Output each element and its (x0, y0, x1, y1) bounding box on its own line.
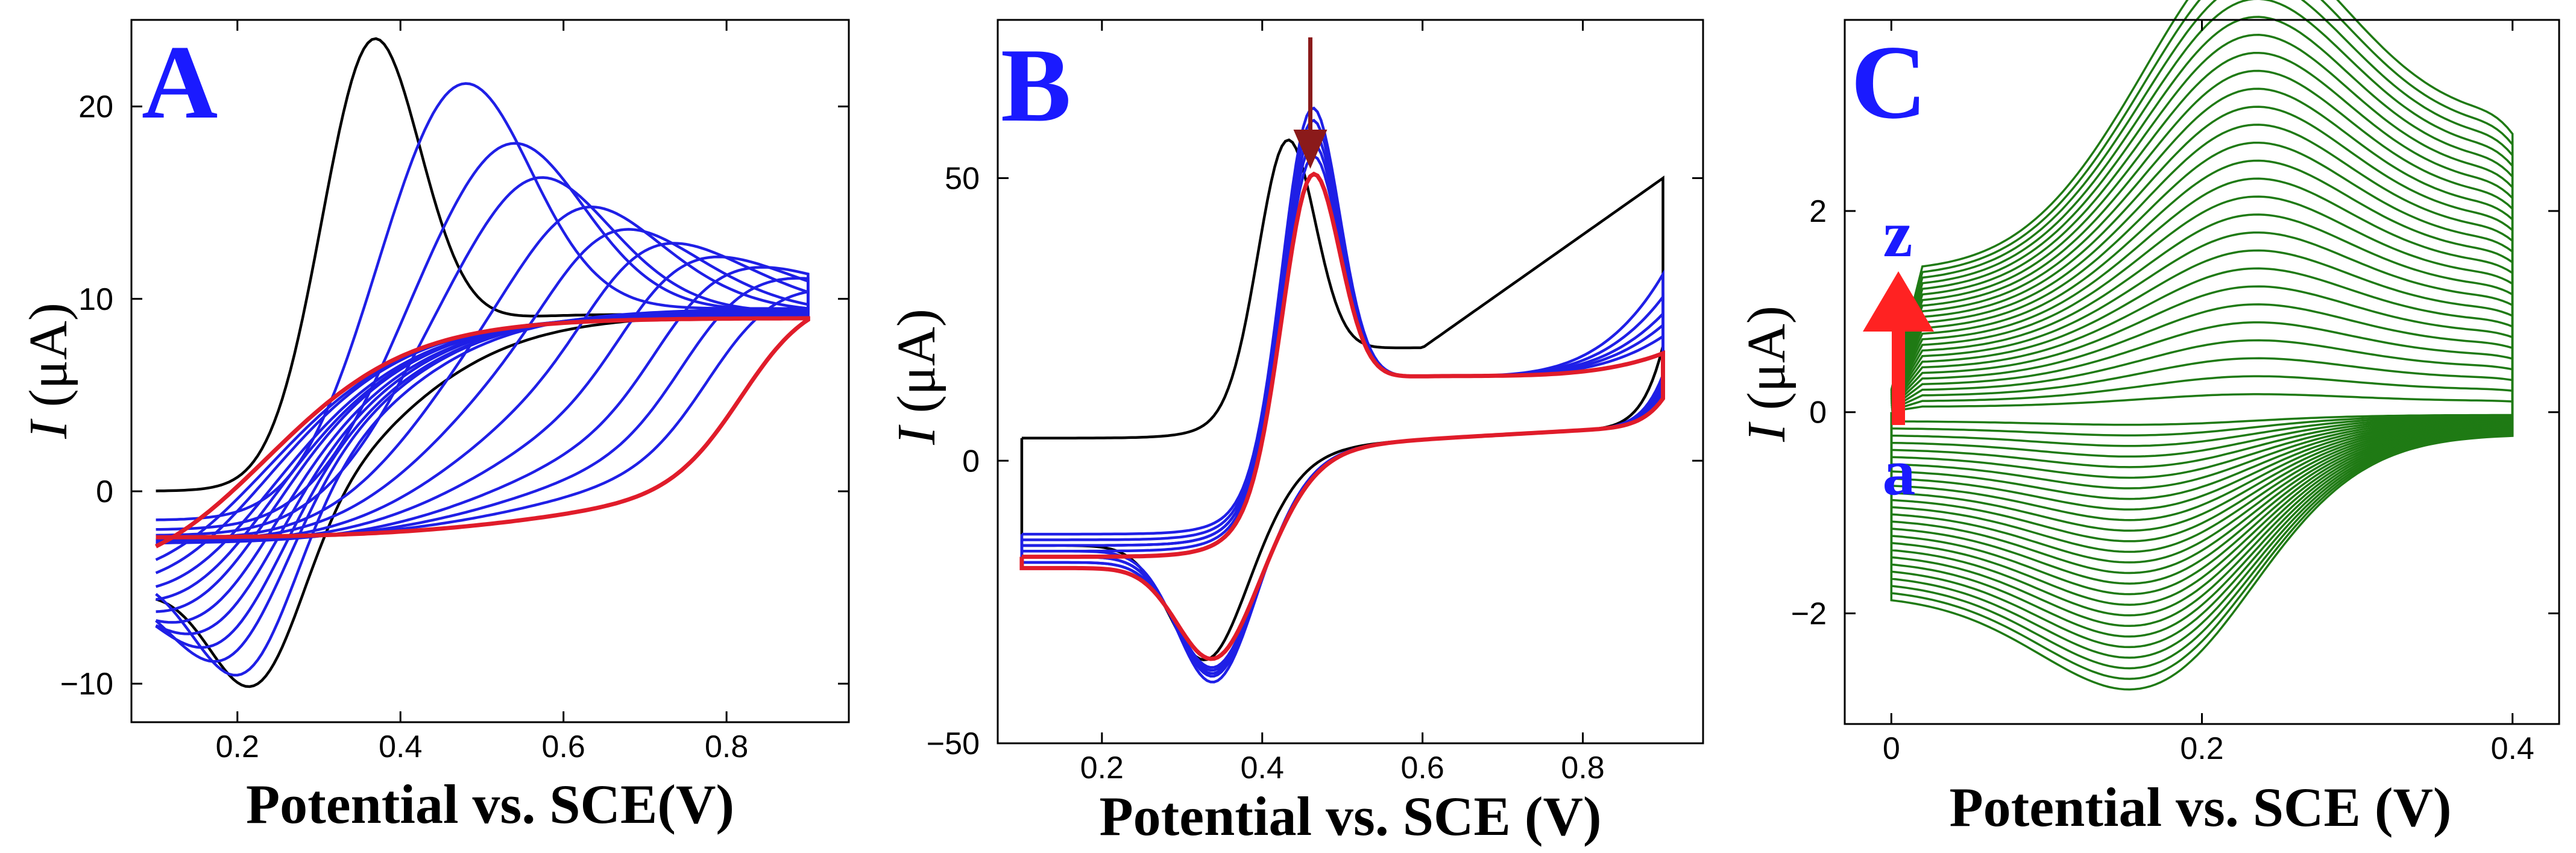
panel-b-ticks: 0.2 0.4 0.6 0.8 −50 0 50 (927, 20, 1703, 785)
panel-b-trend-arrow (1293, 37, 1327, 169)
panel-a-xlabel: Potential vs. SCE(V) (246, 773, 734, 835)
panel-c-scan-curve (1890, 51, 2514, 628)
panel-b: 0.2 0.4 0.6 0.8 −50 0 50 B I (μA) Potential vs… (887, 19, 1704, 847)
panel-b-xtick-label: 0.6 (1401, 751, 1444, 785)
panel-a-xtick-label: 0.4 (379, 729, 422, 764)
panel-a-axis-frame (130, 19, 850, 723)
panel-a-ytick-label: −10 (60, 667, 113, 702)
panel-a-xtick-label: 0.2 (216, 729, 259, 764)
panel-c-ticks: 0 0.2 0.4 −2 0 2 (1791, 20, 2559, 766)
panel-b-first-scan-curve (1020, 138, 1664, 661)
panel-a-ticks: 0.2 0.4 0.6 0.8 −10 0 10 20 (60, 20, 849, 764)
panel-a-xtick-label: 0.6 (542, 729, 585, 764)
panel-a-scan-6-curve (156, 228, 810, 624)
panel-b-curves (1019, 106, 1665, 684)
panel-c-arrow-shaft (1892, 326, 1905, 425)
panel-a-label: A (142, 24, 218, 140)
panel-b-xtick-label: 0.8 (1561, 751, 1604, 785)
panel-b-arrow-down-icon (1293, 130, 1327, 169)
panel-a-scan-3-curve (155, 142, 810, 663)
panel-c-first-scan-label: a (1883, 435, 1916, 509)
panel-c-ytick-label: 2 (1809, 194, 1827, 229)
panel-c-scan-curve (1890, 303, 2514, 479)
panel-a-ytick-label: 0 (96, 474, 113, 509)
panel-c-scan-curve (1890, 267, 2514, 500)
panel-c-label: C (1851, 24, 1927, 140)
panel-c-last-scan-label: z (1883, 197, 1913, 271)
panel-c-scan-curve (1890, 0, 2514, 691)
panel-a-ytick-label: 10 (78, 282, 113, 317)
panel-b-ytick-label: −50 (927, 726, 980, 761)
panel-a: 0.2 0.4 0.6 0.8 −10 0 10 20 A I (μA) Potential … (19, 19, 850, 835)
panel-c-ytick-label: −2 (1791, 596, 1827, 631)
panel-b-axis-frame (997, 19, 1704, 744)
panel-c-xlabel: Potential vs. SCE (V) (1949, 776, 2451, 838)
panel-a-scan-10-curve (155, 277, 810, 574)
panel-a-first-scan-curve (155, 37, 810, 688)
panel-b-label: B (1001, 27, 1071, 143)
panel-c-axis-frame (1844, 19, 2560, 725)
panel-c-arrow-up-icon (1863, 271, 1934, 332)
panel-c-ylabel: I (μA) (1737, 306, 1797, 442)
panel-b-scan-2-curve (1020, 106, 1664, 684)
panel-b-ytick-label: 0 (962, 444, 980, 479)
panel-b-scan-4-curve (1020, 131, 1664, 675)
panel-c-xtick-label: 0.2 (2180, 731, 2223, 766)
panel-c-curves (1890, 0, 2514, 691)
panel-a-scan-5-curve (155, 206, 810, 635)
panel-b-ytick-label: 50 (945, 162, 980, 197)
panel-a-last-scan-curve (154, 316, 810, 549)
panel-b-last-scan-curve (1019, 171, 1665, 661)
panel-b-xlabel: Potential vs. SCE (V) (1099, 785, 1601, 847)
panel-a-xtick-label: 0.8 (705, 729, 748, 764)
panel-c-xtick-label: 0 (1883, 731, 1900, 766)
panel-a-curves (154, 37, 810, 688)
panel-b-ylabel: I (μA) (887, 309, 946, 445)
panel-b-xtick-label: 0.4 (1241, 751, 1284, 785)
panel-c-xtick-label: 0.4 (2491, 731, 2534, 766)
panel-b-scan-3-curve (1020, 119, 1664, 678)
panel-a-ylabel: I (μA) (19, 303, 78, 439)
panel-a-ytick-label: 20 (78, 90, 113, 125)
panel-b-xtick-label: 0.2 (1080, 751, 1124, 785)
panel-c-ytick-label: 0 (1809, 395, 1827, 430)
panel-c: 0 0.2 0.4 −2 0 2 C z a I (μA) Potential vs. S… (1737, 0, 2560, 838)
